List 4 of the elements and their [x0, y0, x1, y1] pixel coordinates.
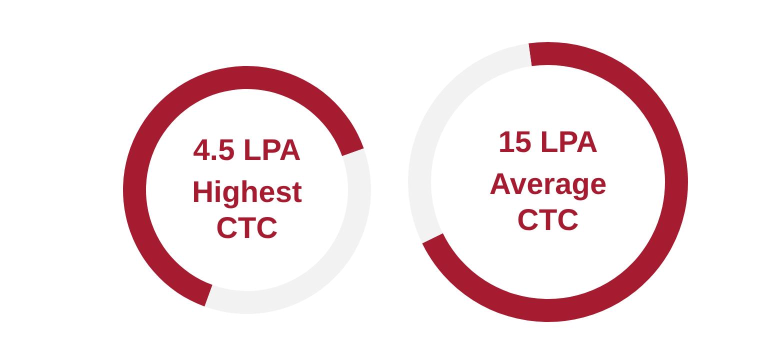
text: 4.5 LPA: [193, 133, 301, 169]
text: Average CTC: [488, 167, 608, 239]
text: 15 LPA: [498, 125, 598, 161]
text: Highest CTC: [190, 175, 303, 247]
